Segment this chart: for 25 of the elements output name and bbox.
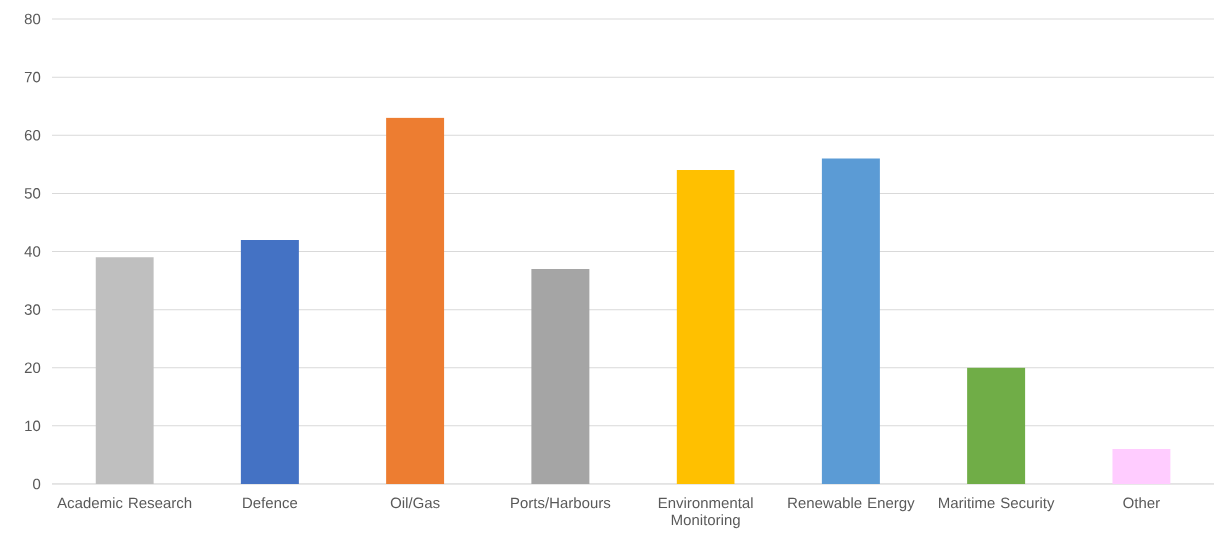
x-tick-label: Ports/Harbours [511,497,611,509]
bar [967,367,1026,484]
bar [386,117,445,484]
bar [821,158,880,484]
y-tick-label: 0 [33,478,41,490]
y-tick-label: 30 [24,304,41,315]
y-tick-label: 20 [24,362,41,374]
x-tick-label: Oil/Gas [390,497,440,509]
x-tick-label: Defence [243,497,298,509]
x-tick-label: Other [1123,497,1160,509]
bar [676,170,735,484]
y-tick-label: 60 [24,129,41,141]
bar [531,268,590,484]
bar [240,239,299,484]
y-tick-label: 50 [24,188,41,199]
y-tick-label: 40 [24,246,41,257]
y-tick-label: 10 [25,420,41,432]
x-tick-label: Academic Research [57,497,192,509]
x-tick-label: Maritime Security [939,497,1055,512]
bar [1112,449,1171,484]
y-tick-label: 80 [24,13,41,25]
bar [95,257,154,484]
y-tick-label: 70 [24,71,41,83]
x-tick-label: Renewable Energy [788,497,915,512]
x-tick-label: Environmental Monitoring [658,497,753,529]
